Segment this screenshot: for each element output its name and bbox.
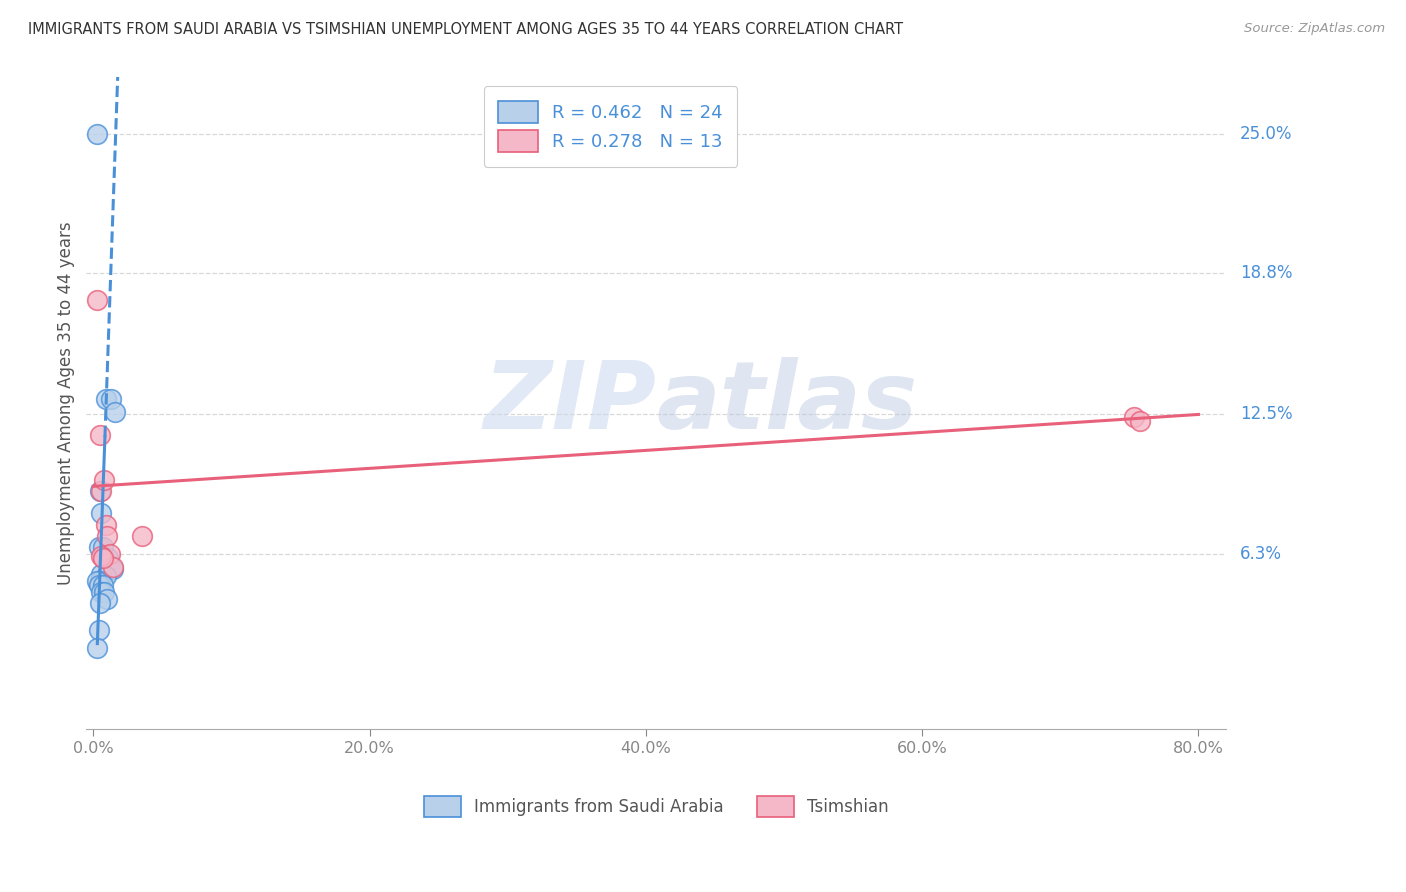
Point xyxy=(87,578,110,592)
Point xyxy=(91,578,114,592)
Point xyxy=(86,293,108,307)
Point xyxy=(98,562,121,576)
Text: Source: ZipAtlas.com: Source: ZipAtlas.com xyxy=(1244,22,1385,36)
Text: 6.3%: 6.3% xyxy=(1240,545,1282,563)
Point xyxy=(87,540,110,554)
Point xyxy=(89,483,111,498)
Point xyxy=(96,556,118,570)
Text: ZIP: ZIP xyxy=(484,357,657,450)
Point xyxy=(97,551,120,566)
Point xyxy=(1122,409,1144,424)
Point xyxy=(91,540,114,554)
Point xyxy=(94,517,117,532)
Point xyxy=(89,427,111,442)
Text: 25.0%: 25.0% xyxy=(1240,125,1292,143)
Text: 18.8%: 18.8% xyxy=(1240,264,1292,282)
Point xyxy=(101,562,124,576)
Text: atlas: atlas xyxy=(657,357,918,450)
Point xyxy=(90,483,112,498)
Point xyxy=(100,392,122,406)
Point xyxy=(87,623,110,637)
Point xyxy=(93,585,115,599)
Text: 12.5%: 12.5% xyxy=(1240,406,1292,424)
Point xyxy=(86,127,108,141)
Point xyxy=(90,506,112,520)
Point xyxy=(94,569,117,583)
Point xyxy=(1129,414,1152,428)
Point xyxy=(93,473,115,487)
Point xyxy=(89,596,111,610)
Point xyxy=(90,585,112,599)
Point xyxy=(91,551,114,566)
Y-axis label: Unemployment Among Ages 35 to 44 years: Unemployment Among Ages 35 to 44 years xyxy=(58,221,75,585)
Point xyxy=(104,405,127,419)
Point xyxy=(98,547,121,561)
Point xyxy=(96,529,118,543)
Legend: Immigrants from Saudi Arabia, Tsimshian: Immigrants from Saudi Arabia, Tsimshian xyxy=(411,783,901,830)
Point xyxy=(96,591,118,606)
Point xyxy=(86,641,108,656)
Text: IMMIGRANTS FROM SAUDI ARABIA VS TSIMSHIAN UNEMPLOYMENT AMONG AGES 35 TO 44 YEARS: IMMIGRANTS FROM SAUDI ARABIA VS TSIMSHIA… xyxy=(28,22,903,37)
Point xyxy=(86,574,108,588)
Point xyxy=(94,392,117,406)
Point xyxy=(89,574,111,588)
Point xyxy=(90,549,112,563)
Point xyxy=(90,566,112,581)
Point xyxy=(131,529,153,543)
Point xyxy=(101,560,124,574)
